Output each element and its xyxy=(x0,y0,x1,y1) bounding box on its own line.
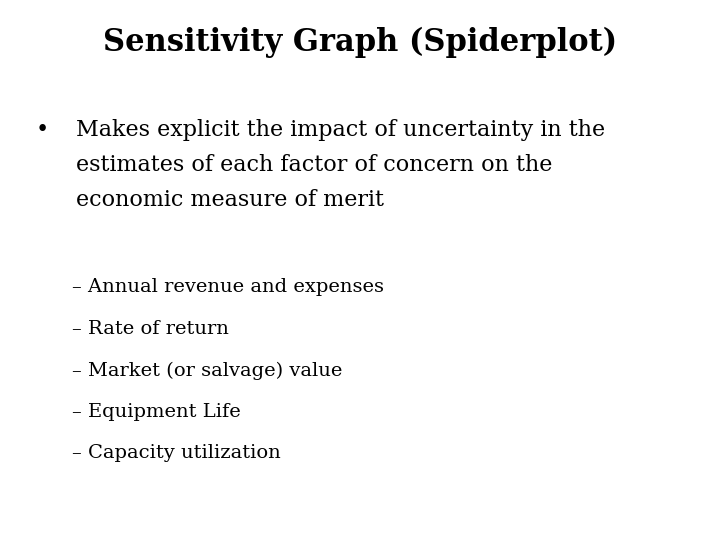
Text: – Market (or salvage) value: – Market (or salvage) value xyxy=(72,361,343,380)
Text: •: • xyxy=(36,119,49,141)
Text: – Equipment Life: – Equipment Life xyxy=(72,403,240,421)
Text: Sensitivity Graph (Spiderplot): Sensitivity Graph (Spiderplot) xyxy=(103,27,617,58)
Text: economic measure of merit: economic measure of merit xyxy=(76,189,384,211)
Text: Makes explicit the impact of uncertainty in the: Makes explicit the impact of uncertainty… xyxy=(76,119,605,141)
Text: – Rate of return: – Rate of return xyxy=(72,320,229,338)
Text: – Annual revenue and expenses: – Annual revenue and expenses xyxy=(72,278,384,296)
Text: estimates of each factor of concern on the: estimates of each factor of concern on t… xyxy=(76,154,552,176)
Text: – Capacity utilization: – Capacity utilization xyxy=(72,444,281,462)
